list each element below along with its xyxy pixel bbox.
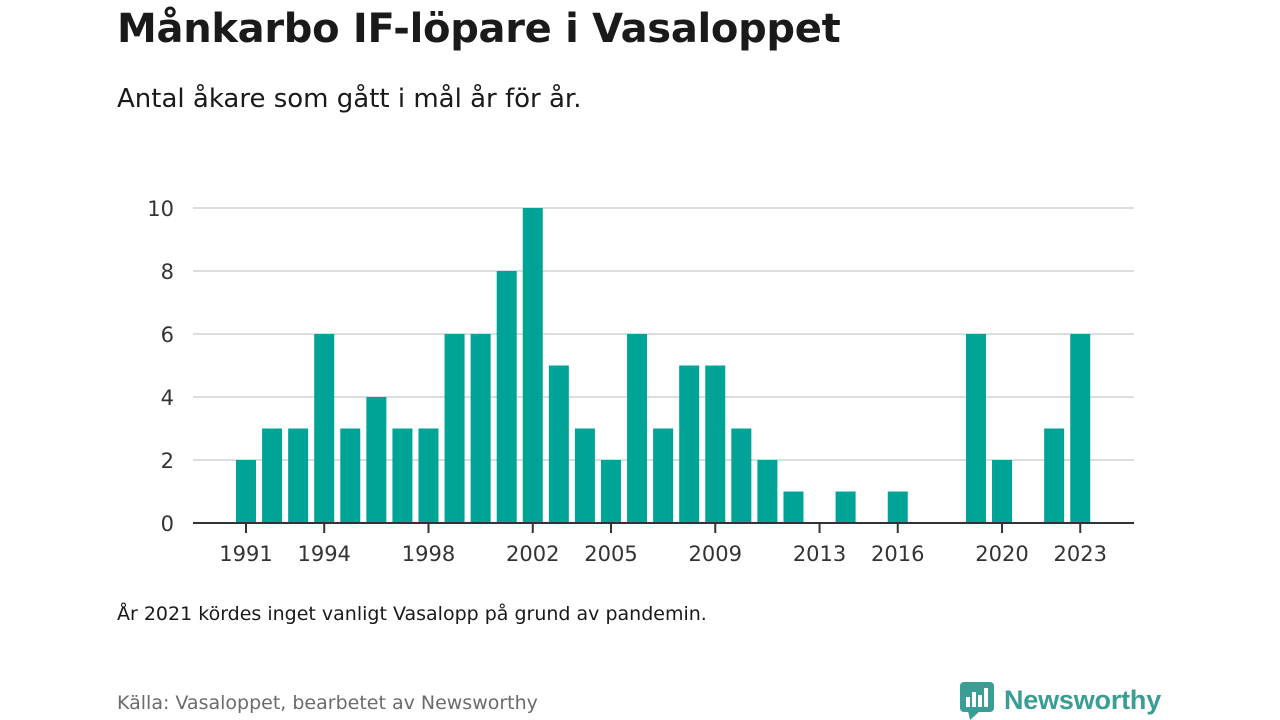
brand-name: Newsworthy [1004,684,1162,715]
x-tick-label: 2002 [506,542,559,566]
bar-2005 [600,460,621,523]
bar-2006 [627,334,648,523]
x-tick-label: 1994 [297,542,350,566]
bar-2008 [679,365,700,523]
y-tick-label: 8 [161,260,174,284]
x-tick-label: 2023 [1054,542,1107,566]
x-tick-label: 2005 [584,542,637,566]
bar-2003 [548,365,569,523]
bar-1994 [314,334,335,523]
brand-logo: Newsworthy [960,680,1161,720]
x-tick-label: 1991 [219,542,272,566]
y-tick-label: 10 [147,197,174,221]
bar-1996 [366,397,387,523]
bar-1997 [392,428,413,523]
bar-2007 [653,428,674,523]
bar-1999 [444,334,465,523]
bar-2009 [705,365,726,523]
bar-2019 [965,334,986,523]
chart-note: År 2021 kördes inget vanligt Vasalopp på… [117,603,707,625]
bar-2001 [496,271,517,523]
x-tick-label: 2016 [871,542,924,566]
chart-title: Månkarbo IF-löpare i Vasaloppet [117,6,841,52]
bar-chart: 0 2 4 6 8 10 1991 1994 1998 2002 2005 2009 2013 2016 2… [147,197,1134,566]
y-tick-label: 6 [161,323,174,347]
y-tick-label: 4 [161,386,174,410]
x-tick-label: 2009 [689,542,742,566]
x-tick-label: 2013 [793,542,846,566]
bar-2016 [887,491,908,523]
x-tick-label: 1998 [402,542,455,566]
bar-1998 [418,428,439,523]
source-text: Källa: Vasaloppet, bearbetet av Newswort… [117,692,538,714]
bar-2012 [783,491,804,523]
bar-2023 [1070,334,1091,523]
y-tick-label: 0 [161,512,174,536]
bar-1991 [236,460,256,523]
bar-2004 [574,428,595,523]
bar-2002 [522,208,543,523]
bar-2010 [731,428,752,523]
newsworthy-logo-icon [960,682,994,720]
bar-2020 [992,460,1013,523]
bar-1992 [262,428,283,523]
bar-2022 [1044,428,1065,523]
bar-1993 [288,428,309,523]
bar-2000 [470,334,491,523]
bar-1995 [340,428,361,523]
x-tick-label: 2020 [975,542,1028,566]
y-tick-label: 2 [161,449,174,473]
bar-2014 [835,491,856,523]
bar-2011 [757,460,778,523]
chart-subtitle: Antal åkare som gått i mål år för år. [117,84,582,114]
